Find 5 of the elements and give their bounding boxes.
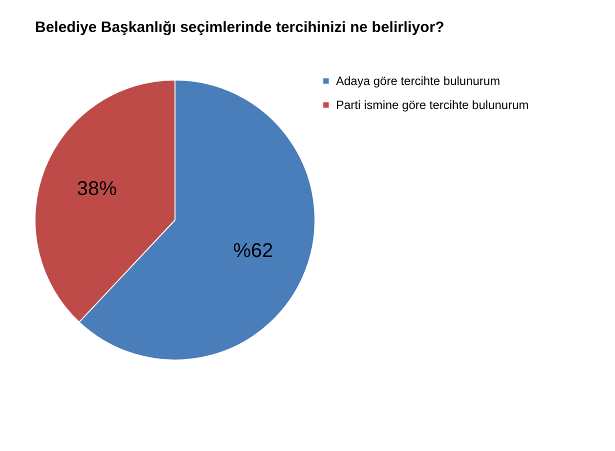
data-label: %62 [233, 240, 274, 262]
legend-label: Adaya göre tercihte bulunurum [336, 74, 500, 88]
data-label: 38% [76, 178, 118, 200]
chart-title: Belediye Başkanlığı seçimlerinde tercihinizi ne belirliyor? [35, 19, 444, 36]
legend-label: Parti ismine göre tercihte bulunurum [336, 98, 529, 112]
